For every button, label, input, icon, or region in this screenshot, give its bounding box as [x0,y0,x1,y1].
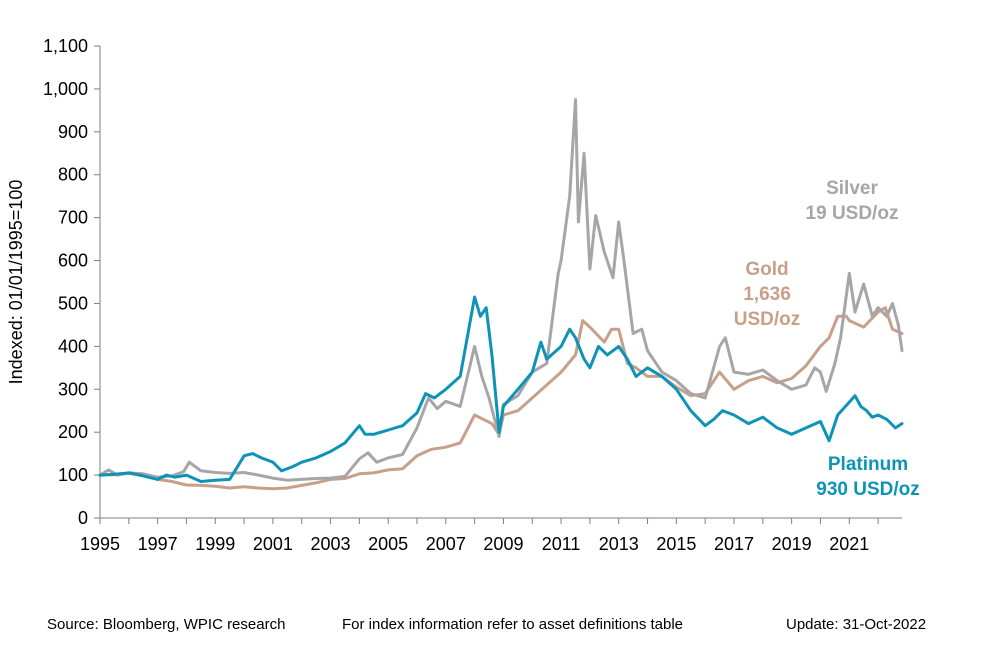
y-tick-label: 200 [58,422,88,442]
x-tick-label: 2021 [829,534,869,554]
series-label-line: 930 USD/oz [816,479,919,500]
series-label-line: Silver [826,178,878,199]
series-line-silver [98,98,904,482]
x-tick-label: 2011 [542,534,581,554]
y-tick-label: 100 [58,465,88,485]
y-tick-label: 0 [78,508,88,528]
chart-series [98,98,904,491]
x-tick-label: 1995 [80,534,120,554]
y-tick-label: 700 [58,208,88,228]
x-tick-label: 2017 [714,534,754,554]
x-tick-label: 2001 [253,534,293,554]
y-tick-label: 400 [58,336,88,356]
series-line-platinum [98,295,904,483]
x-tick-label: 2003 [311,534,351,554]
y-tick-label: 1,000 [43,79,88,99]
x-tick-label: 2009 [483,534,523,554]
x-tick-label: 2019 [772,534,812,554]
series-labels: Gold 1,636 USD/oz Silver 19 USD/oz Platinum 93… [734,178,920,500]
metals-index-chart: 0 100 200 300 400 500 600 700 800 900 1,000 1,100 19… [6,36,920,554]
series-line-gold [98,306,904,491]
series-label-line: USD/oz [734,309,801,330]
y-tick-label: 300 [58,379,88,399]
series-label-line: 1,636 [743,284,791,305]
index-info-note: For index information refer to asset def… [342,616,684,633]
x-tick-label: 2007 [426,534,466,554]
source-note: Source: Bloomberg, WPIC research [47,616,286,633]
x-tick-label: 1997 [138,534,178,554]
x-tick-label: 2015 [656,534,696,554]
y-axis-title: Indexed: 01/01/1995=100 [6,180,26,385]
update-date: Update: 31-Oct-2022 [786,616,927,633]
series-label-line: Gold [745,259,788,280]
series-label-line: 19 USD/oz [806,203,899,224]
y-tick-label: 1,100 [43,36,88,56]
y-tick-label: 500 [58,293,88,313]
series-label-line: Platinum [828,454,908,475]
y-tick-label: 800 [58,165,88,185]
x-tick-label: 2013 [599,534,639,554]
series-label-silver: Silver 19 USD/oz [806,178,899,224]
series-label-platinum: Platinum 930 USD/oz [816,454,919,500]
x-tick-label: 1999 [195,534,235,554]
chart-axes: 0 100 200 300 400 500 600 700 800 900 1,000 1,100 19… [6,36,902,554]
y-tick-label: 900 [58,122,88,142]
y-tick-label: 600 [58,251,88,271]
x-tick-label: 2005 [368,534,408,554]
series-label-gold: Gold 1,636 USD/oz [734,259,801,330]
